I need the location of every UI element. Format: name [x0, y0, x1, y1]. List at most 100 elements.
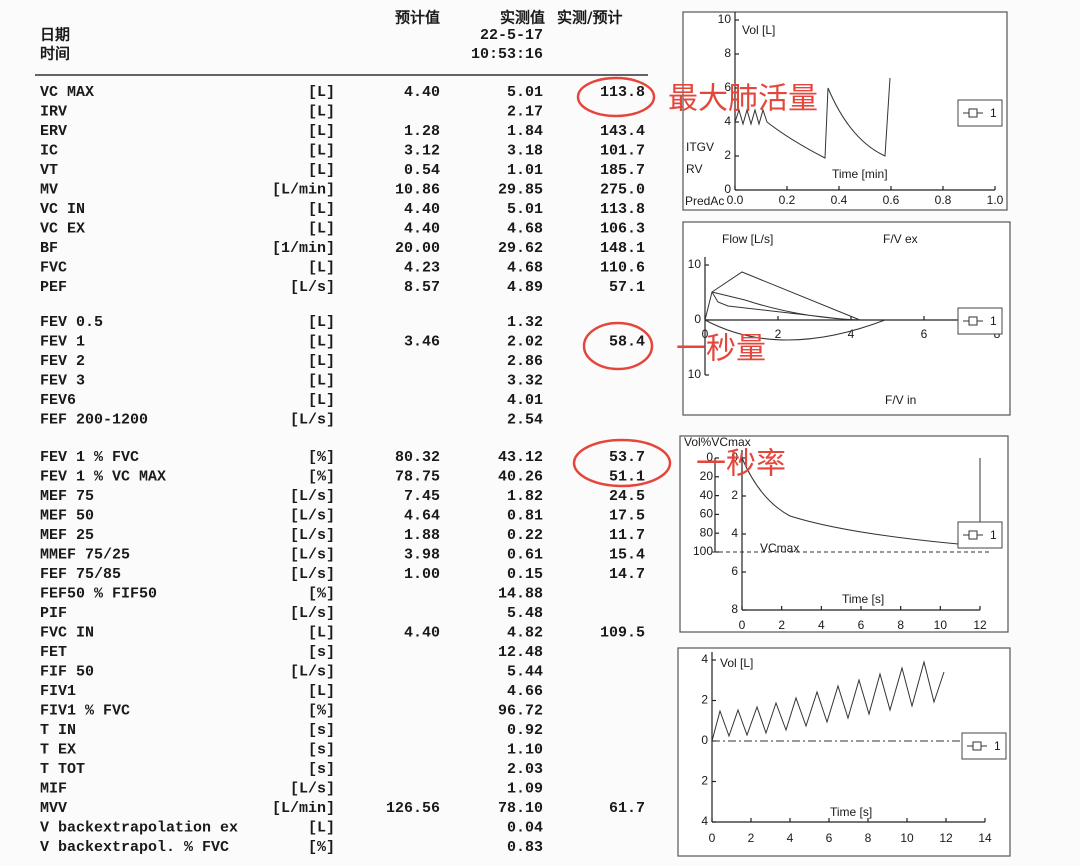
y-tick-label: 4 [701, 652, 708, 666]
x-tick-label: 1.0 [987, 193, 1004, 207]
chart-label: F/V in [885, 393, 916, 407]
unit: [L/min] [272, 181, 335, 198]
predicted: 3.12 [404, 142, 440, 159]
measured: 4.82 [507, 624, 543, 641]
unit: [%] [308, 702, 335, 719]
unit: [L] [308, 819, 335, 836]
predicted: 20.00 [395, 240, 440, 257]
y-tick-label: 6 [731, 564, 738, 578]
ratio: 57.1 [609, 279, 645, 296]
y2-tick-label: 40 [700, 488, 714, 502]
x-tick-label: 14 [978, 831, 992, 845]
legend-entry: 1 [990, 106, 997, 120]
measured: 4.01 [507, 392, 543, 409]
row-name: FIV1 % FVC [40, 702, 130, 719]
chart-label: ITGV [686, 140, 714, 154]
legend-marker [968, 530, 978, 540]
measured: 0.92 [507, 722, 543, 739]
ratio: 58.4 [609, 333, 645, 350]
predicted: 7.45 [404, 488, 440, 505]
highlight [582, 321, 654, 371]
unit: [L] [308, 683, 335, 700]
predicted: 3.46 [404, 333, 440, 350]
chart-frame [677, 647, 1011, 857]
ratio: 15.4 [609, 546, 645, 563]
row-name: FEV 1 % FVC [40, 449, 139, 466]
y-tick-label: 0 [731, 450, 738, 464]
highlight [572, 438, 672, 488]
predicted: 4.40 [404, 220, 440, 237]
unit: [L] [308, 142, 335, 159]
measured: 5.01 [507, 201, 543, 218]
row-name: MEF 50 [40, 507, 94, 524]
unit: [%] [308, 449, 335, 466]
row-name: V backextrapolation ex [40, 819, 238, 836]
measured: 2.03 [507, 761, 543, 778]
predicted: 126.56 [386, 800, 440, 817]
annotation: 最大肺活量 [668, 82, 818, 117]
x-tick-label: 6 [921, 327, 928, 341]
predicted: 78.75 [395, 468, 440, 485]
x-tick-label: 4 [818, 618, 825, 632]
legend-marker [972, 741, 982, 751]
ratio: 53.7 [609, 449, 645, 466]
ratio: 14.7 [609, 566, 645, 583]
measured: 29.62 [498, 240, 543, 257]
unit: [L/s] [290, 780, 335, 797]
y-tick-label: 10 [688, 367, 702, 381]
curve [704, 271, 886, 341]
chart-label: PredAc [685, 194, 724, 208]
row-name: PIF [40, 605, 67, 622]
ratio: 11.7 [609, 527, 645, 544]
row-name: FEV 3 [40, 372, 85, 389]
x-tick-label: 4 [848, 327, 855, 341]
chart-label: RV [686, 162, 702, 176]
unit: [L] [308, 84, 335, 101]
y2-tick-label: 0 [706, 450, 713, 464]
y-tick-label: 4 [724, 114, 731, 128]
chart-label: VCmax [760, 541, 799, 555]
curve [711, 660, 945, 742]
y2-tick-label: 100 [693, 544, 713, 558]
chart-frame [679, 435, 1009, 633]
row-name: MVV [40, 800, 67, 817]
unit: [%] [308, 839, 335, 856]
y-tick-label: 10 [688, 257, 702, 271]
chart-label: Time [s] [842, 592, 884, 606]
chart-label: F/V ex [883, 232, 918, 246]
table: VC MAX [L] 4.40 5.01 113.8 IRV [L] 2.17 ERV [L] 1.… [40, 84, 645, 856]
ratio: 110.6 [600, 259, 645, 276]
unit: [L/s] [290, 566, 335, 583]
y-tick-label: 4 [731, 526, 738, 540]
x-tick-label: 0 [739, 618, 746, 632]
unit: [L/s] [290, 488, 335, 505]
x-tick-label: 0.8 [935, 193, 952, 207]
unit: [L] [308, 372, 335, 389]
y2-tick-label: 80 [700, 525, 714, 539]
row-name: ERV [40, 123, 67, 140]
legend-marker [968, 316, 978, 326]
predicted: 8.57 [404, 279, 440, 296]
unit: [L/s] [290, 605, 335, 622]
y-tick-label: 0 [701, 733, 708, 747]
row-name: FET [40, 644, 67, 661]
x-tick-label: 10 [900, 831, 914, 845]
y-tick-label: 0 [724, 182, 731, 196]
row-name: FIV1 [40, 683, 76, 700]
row-name: FEF 200-1200 [40, 411, 148, 428]
predicted: 1.88 [404, 527, 440, 544]
measured: 4.66 [507, 683, 543, 700]
x-tick-label: 0.2 [779, 193, 796, 207]
row-name: FEV 0.5 [40, 314, 103, 331]
x-tick-label: 2 [775, 327, 782, 341]
measured: 2.02 [507, 333, 543, 350]
ratio: 109.5 [600, 624, 645, 641]
predicted: 1.00 [404, 566, 440, 583]
ratio: 61.7 [609, 800, 645, 817]
predicted: 4.64 [404, 507, 440, 524]
x-tick-label: 6 [858, 618, 865, 632]
x-tick-label: 4 [787, 831, 794, 845]
measured: 43.12 [498, 449, 543, 466]
ratio: 113.8 [600, 201, 645, 218]
